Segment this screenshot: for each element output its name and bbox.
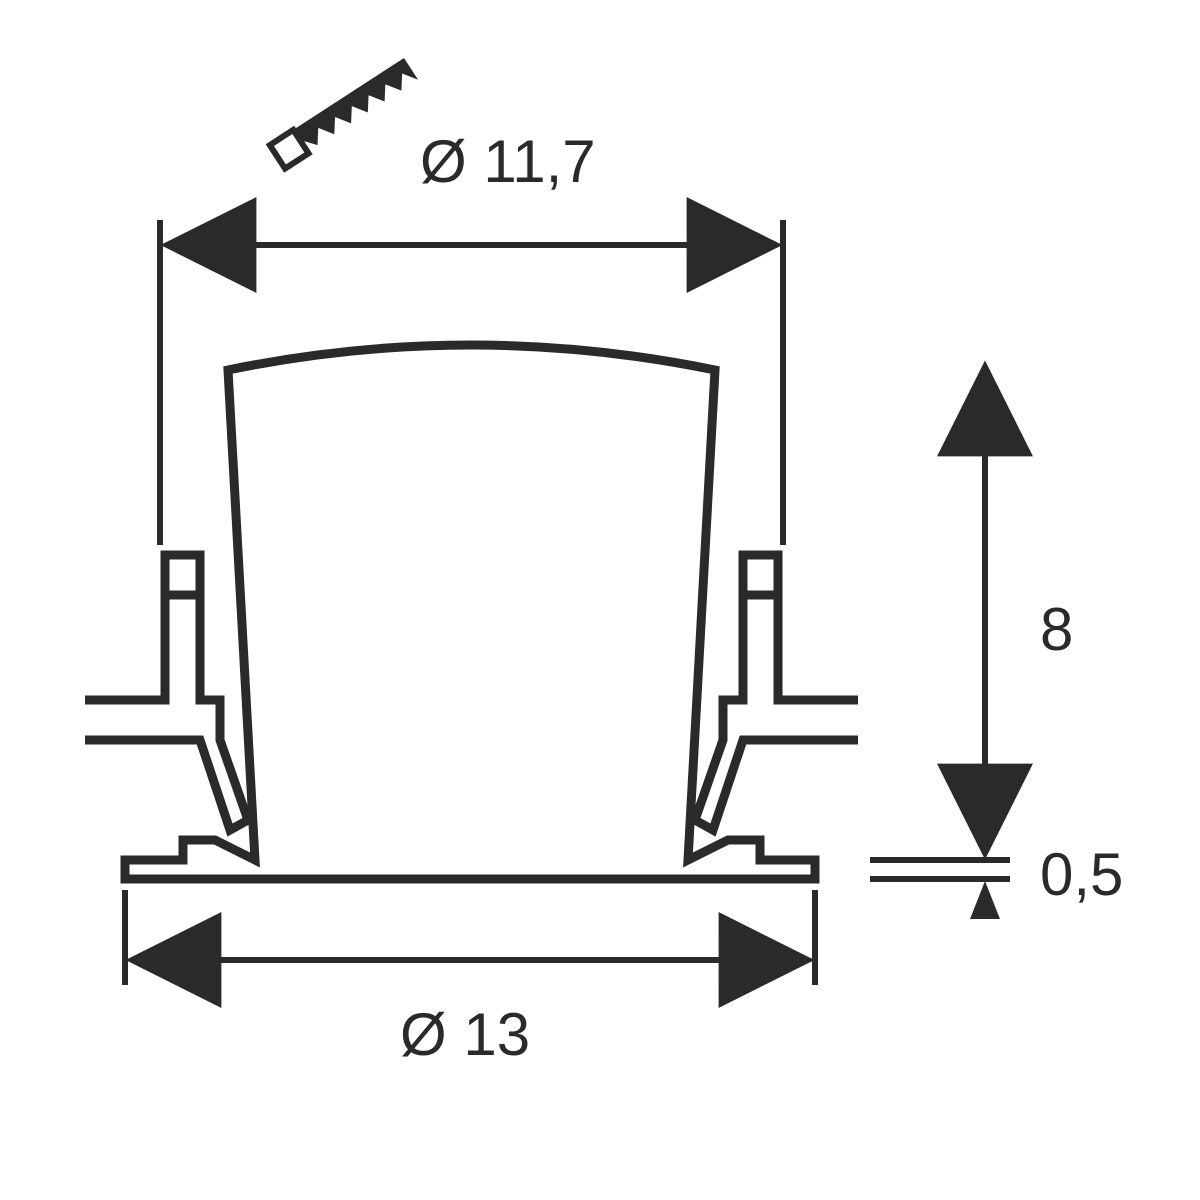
label-flange-diameter: Ø 13 <box>400 1001 530 1068</box>
fixture-outline <box>85 345 858 879</box>
dimension-thickness <box>970 820 1000 919</box>
dimension-cutout-diameter <box>160 220 783 545</box>
dimension-flange-diameter <box>125 890 815 985</box>
technical-drawing: Ø 11,7 Ø 13 8 0,5 <box>0 0 1200 1200</box>
label-height: 8 <box>1040 596 1073 663</box>
label-cutout-diameter: Ø 11,7 <box>420 128 596 195</box>
saw-icon <box>270 58 419 169</box>
label-thickness: 0,5 <box>1040 841 1123 908</box>
